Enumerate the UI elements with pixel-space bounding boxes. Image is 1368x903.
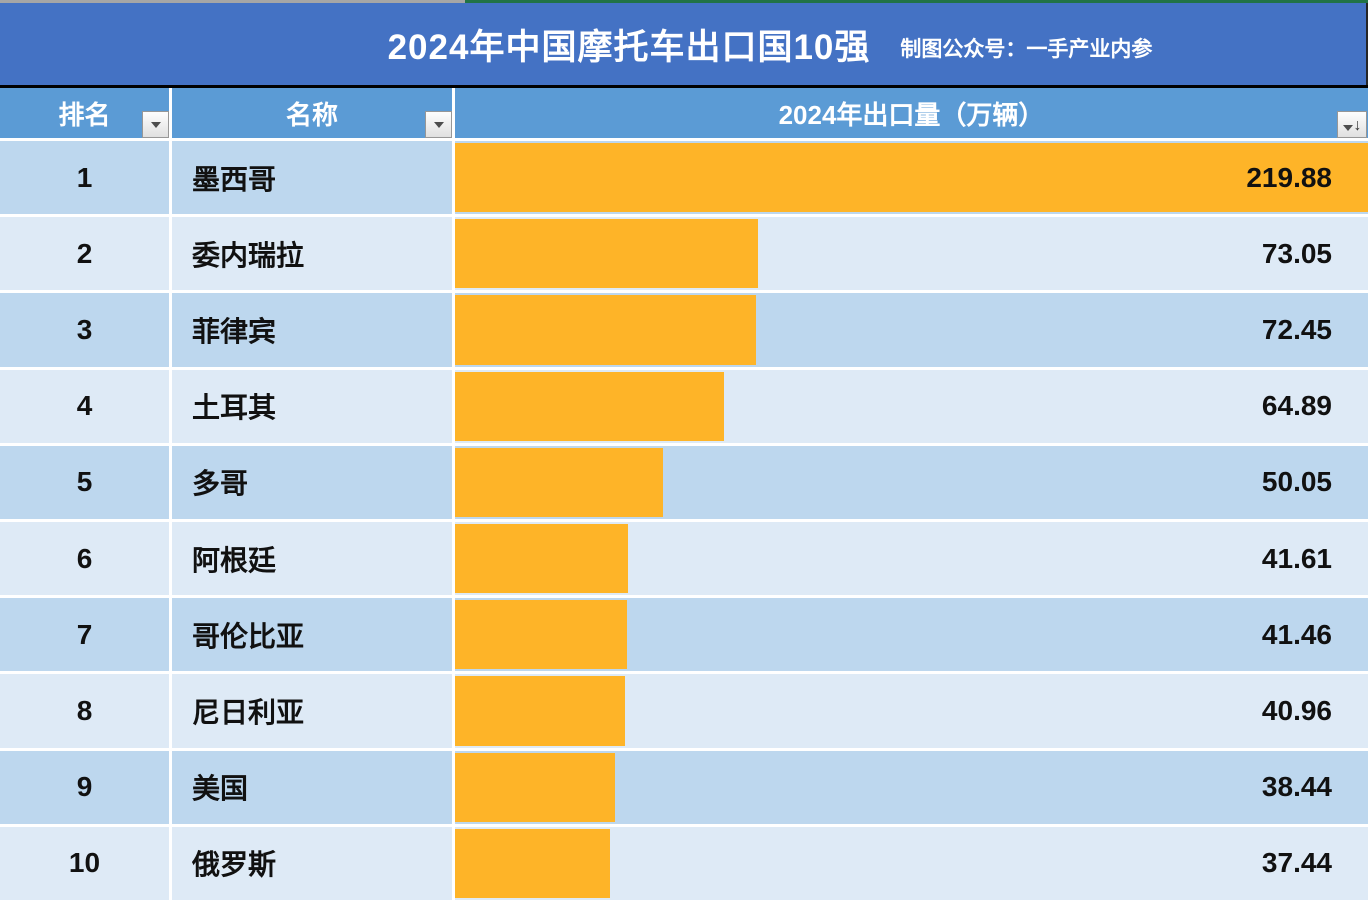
country-cell[interactable]: 尼日利亚 (172, 674, 452, 748)
country-cell[interactable]: 多哥 (172, 445, 452, 520)
value-label: 72.45 (1261, 314, 1332, 345)
country-cell[interactable]: 俄罗斯 (172, 826, 452, 901)
data-bar (455, 143, 1368, 213)
table-row: 10 俄罗斯 37.44 (0, 826, 1368, 901)
country-cell[interactable]: 委内瑞拉 (172, 217, 452, 291)
export-value-cell[interactable]: 219.88 (455, 141, 1368, 215)
value-label: 37.44 (1261, 847, 1332, 879)
dropdown-arrow-icon (433, 121, 444, 128)
page-title: 2024年中国摩托车出口国10强 (387, 27, 871, 67)
value-label: 38.44 (1261, 771, 1332, 803)
filter-sort-button-export[interactable]: ↓ (1337, 111, 1367, 138)
table-row: 8 尼日利亚 40.96 (0, 674, 1368, 748)
table-row: 7 哥伦比亚 41.46 (0, 598, 1368, 672)
rank-cell[interactable]: 8 (0, 674, 169, 748)
export-value-cell[interactable]: 41.46 (455, 598, 1368, 672)
table-row: 6 阿根廷 41.61 (0, 522, 1368, 596)
country-cell[interactable]: 菲律宾 (172, 293, 452, 367)
country-cell[interactable]: 美国 (172, 750, 452, 824)
data-bar (455, 676, 626, 746)
data-bar (455, 371, 725, 441)
country-cell[interactable]: 土耳其 (172, 369, 452, 443)
table-row: 5 多哥 50.05 (0, 445, 1368, 520)
export-value-cell[interactable]: 50.05 (455, 445, 1368, 520)
value-label: 40.96 (1261, 695, 1332, 727)
data-bar (455, 828, 611, 899)
table-row: 1 墨西哥 219.88 (0, 141, 1368, 215)
rank-cell[interactable]: 3 (0, 293, 169, 367)
sort-descending-icon: ↓ (1353, 117, 1362, 134)
data-bar (455, 752, 615, 822)
rank-cell[interactable]: 2 (0, 217, 169, 291)
export-value-cell[interactable]: 37.44 (455, 826, 1368, 901)
data-bar (455, 447, 663, 518)
data-bar (455, 600, 628, 670)
country-cell[interactable]: 墨西哥 (172, 141, 452, 215)
banner-divider (0, 85, 1368, 88)
value-label: 50.05 (1261, 466, 1332, 498)
rank-cell[interactable]: 10 (0, 826, 169, 901)
table-row: 3 菲律宾 72.45 (0, 293, 1368, 367)
header-export-label: 2024年出口量（万辆） (778, 99, 1045, 130)
page-subtitle: 制图公众号：一手产业内参 (900, 38, 1153, 61)
data-bar (455, 219, 759, 289)
export-value-cell[interactable]: 38.44 (455, 750, 1368, 824)
rank-cell[interactable]: 5 (0, 445, 169, 520)
dropdown-arrow-icon (1342, 125, 1353, 131)
country-cell[interactable]: 哥伦比亚 (172, 598, 452, 672)
table: 排名 名称 2024年出口量（万辆） ↓ 1 墨西哥 219.88 2 委内瑞拉 7 (0, 88, 1368, 903)
banner: 2024年中国摩托车出口国10强 制图公众号：一手产业内参 (0, 3, 1368, 85)
value-label: 73.05 (1261, 237, 1332, 269)
rank-cell[interactable]: 6 (0, 522, 169, 596)
table-row: 2 委内瑞拉 73.05 (0, 217, 1368, 291)
data-bar (455, 295, 756, 365)
header-row: 排名 名称 2024年出口量（万辆） ↓ (0, 88, 1368, 138)
rank-cell[interactable]: 9 (0, 750, 169, 824)
export-value-cell[interactable]: 64.89 (455, 369, 1368, 443)
rank-cell[interactable]: 1 (0, 141, 169, 215)
dropdown-arrow-icon (150, 121, 161, 128)
country-cell[interactable]: 阿根廷 (172, 522, 452, 596)
header-name-label: 名称 (285, 99, 338, 130)
table-row: 4 土耳其 64.89 (0, 369, 1368, 443)
window-top-strip (0, 0, 1368, 3)
window-edge-green (465, 0, 1368, 3)
header-rank-label: 排名 (58, 99, 111, 130)
export-value-cell[interactable]: 41.61 (455, 522, 1368, 596)
header-cell-name[interactable]: 名称 (172, 88, 452, 138)
export-value-cell[interactable]: 72.45 (455, 293, 1368, 367)
rank-cell[interactable]: 7 (0, 598, 169, 672)
filter-button-name[interactable] (425, 111, 452, 138)
rank-cell[interactable]: 4 (0, 369, 169, 443)
value-label: 64.89 (1261, 390, 1332, 422)
header-cell-rank[interactable]: 排名 (0, 88, 169, 138)
value-label: 41.46 (1261, 618, 1332, 650)
value-label: 41.61 (1261, 542, 1332, 574)
filter-button-rank[interactable] (142, 111, 169, 138)
data-bar (455, 524, 628, 594)
header-cell-export-volume[interactable]: 2024年出口量（万辆） ↓ (455, 88, 1368, 138)
table-row: 9 美国 38.44 (0, 750, 1368, 824)
export-value-cell[interactable]: 40.96 (455, 674, 1368, 748)
export-value-cell[interactable]: 73.05 (455, 217, 1368, 291)
value-label: 219.88 (1246, 161, 1332, 193)
window-edge-gray (0, 0, 465, 3)
